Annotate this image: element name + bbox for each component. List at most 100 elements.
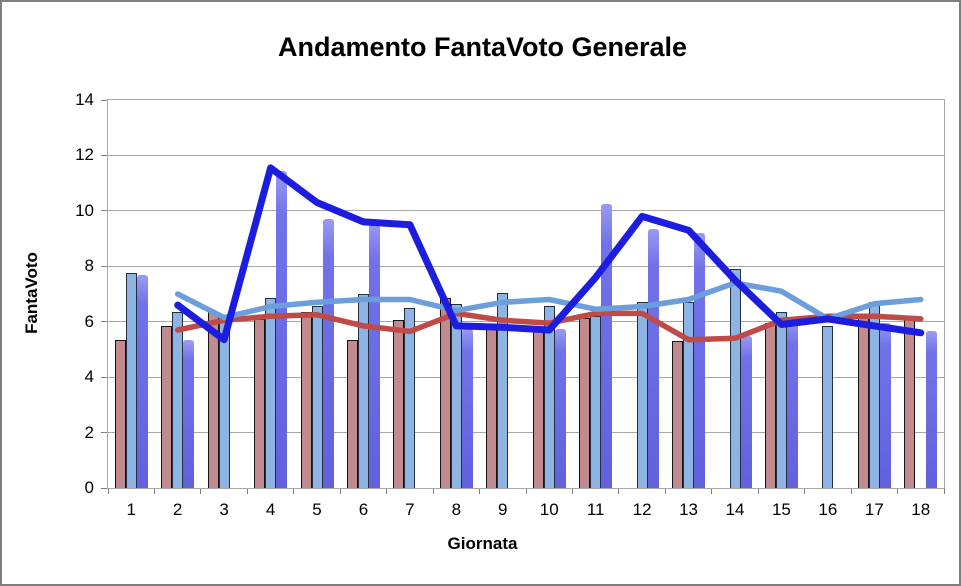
y-axis-title: FantaVoto — [22, 252, 41, 334]
x-axis-tick — [804, 489, 806, 494]
x-axis-tick — [618, 489, 620, 494]
x-tick-label: 13 — [679, 500, 699, 519]
bar-purple — [786, 318, 798, 488]
bar-lightblue — [868, 302, 880, 488]
x-tick-label: 14 — [725, 500, 745, 519]
x-tick-label: 8 — [451, 500, 462, 519]
x-axis-tick — [525, 489, 527, 494]
bar-purple — [601, 203, 613, 488]
gridline — [108, 432, 944, 434]
y-axis-tick — [101, 432, 107, 434]
bar-purple — [694, 233, 706, 488]
bar-lightblue — [265, 298, 277, 488]
bar-lightblue — [590, 316, 602, 488]
x-tick-label: 3 — [219, 500, 229, 519]
x-tick-label: 18 — [911, 500, 931, 519]
bar-purple — [322, 219, 334, 488]
y-tick-label: 12 — [75, 145, 94, 165]
y-tick-label: 10 — [75, 200, 94, 220]
y-axis-tick — [101, 376, 107, 378]
y-axis-tick — [101, 154, 107, 156]
x-axis-tick — [479, 489, 481, 494]
x-axis-tick — [664, 489, 666, 494]
y-axis-tick — [101, 210, 107, 212]
x-tick-label: 2 — [172, 500, 183, 519]
bar-rose — [346, 339, 358, 488]
y-tick-label: 4 — [84, 367, 94, 387]
x-axis-title: Giornata — [447, 534, 518, 553]
y-tick-label: 14 — [75, 90, 94, 109]
bar-lightblue — [450, 303, 462, 488]
x-tick-label: 9 — [498, 500, 508, 519]
bar-rose — [764, 323, 776, 488]
bar-lightblue — [636, 302, 648, 488]
x-axis-tick — [757, 489, 759, 494]
bar-purple — [647, 228, 659, 488]
y-axis-tick — [101, 99, 107, 101]
x-axis-tick — [943, 489, 945, 494]
x-axis-tick — [897, 489, 899, 494]
x-tick-label: 6 — [358, 500, 369, 519]
y-tick-label: 2 — [84, 422, 94, 442]
x-axis-tick — [153, 489, 155, 494]
bar-purple — [136, 274, 148, 488]
bar-rose — [207, 312, 219, 488]
y-axis-tick — [101, 487, 107, 489]
bar-rose — [254, 318, 266, 488]
x-axis-tick — [711, 489, 713, 494]
bar-purple — [276, 170, 288, 488]
y-axis-tick — [101, 321, 107, 323]
bar-lightblue — [775, 312, 787, 488]
x-axis-tick — [107, 489, 109, 494]
bar-rose — [439, 298, 451, 488]
bar-purple — [554, 328, 566, 488]
gridline — [108, 210, 944, 212]
y-tick-label: 6 — [84, 311, 94, 331]
chart-title: Andamento FantaVoto Generale — [277, 32, 688, 62]
x-tick-label: 4 — [265, 500, 276, 519]
bar-purple — [368, 221, 380, 488]
bar-lightblue — [311, 306, 323, 488]
bar-lightblue — [218, 316, 230, 488]
x-axis-tick — [246, 489, 248, 494]
gridline — [108, 154, 944, 156]
bar-rose — [904, 318, 916, 488]
plot-area: 0 2 4 6 8 10 12 14 1 2 3 4 5 6 7 8 9 10 11 12 13 14 15 16 17 18 — [75, 90, 945, 519]
x-axis-tick — [339, 489, 341, 494]
bar-purple — [183, 339, 195, 488]
x-axis-tick — [571, 489, 573, 494]
gridline — [108, 321, 944, 323]
bar-lightblue — [683, 302, 695, 488]
y-axis-tick — [101, 265, 107, 267]
x-tick-label: 17 — [864, 500, 884, 519]
bar-rose — [579, 317, 591, 488]
y-tick-label: 8 — [84, 256, 94, 276]
x-tick-label: 11 — [586, 500, 605, 519]
bar-lightblue — [729, 269, 741, 488]
x-tick-label: 15 — [771, 500, 791, 519]
x-axis-tick — [386, 489, 388, 494]
x-tick-label: 1 — [126, 500, 136, 519]
bar-rose — [672, 341, 684, 488]
bar-purple — [879, 323, 891, 488]
bar-rose — [393, 320, 405, 488]
bar-lightblue — [172, 312, 184, 488]
x-axis-tick — [432, 489, 434, 494]
bar-rose — [161, 325, 173, 488]
x-axis-tick — [850, 489, 852, 494]
bar-lightblue — [357, 294, 369, 488]
x-tick-label: 5 — [312, 500, 322, 519]
x-tick-label: 12 — [632, 500, 652, 519]
bar-purple — [461, 328, 473, 488]
bar-lightblue — [125, 273, 137, 488]
x-tick-label: 10 — [539, 500, 559, 519]
bar-lightblue — [543, 306, 555, 488]
gridline — [108, 376, 944, 378]
bar-purple — [926, 331, 938, 488]
bar-lightblue — [822, 325, 834, 488]
gridline — [108, 265, 944, 267]
bar-rose — [486, 328, 498, 488]
bar-rose — [532, 327, 544, 488]
bar-rose — [114, 339, 126, 488]
